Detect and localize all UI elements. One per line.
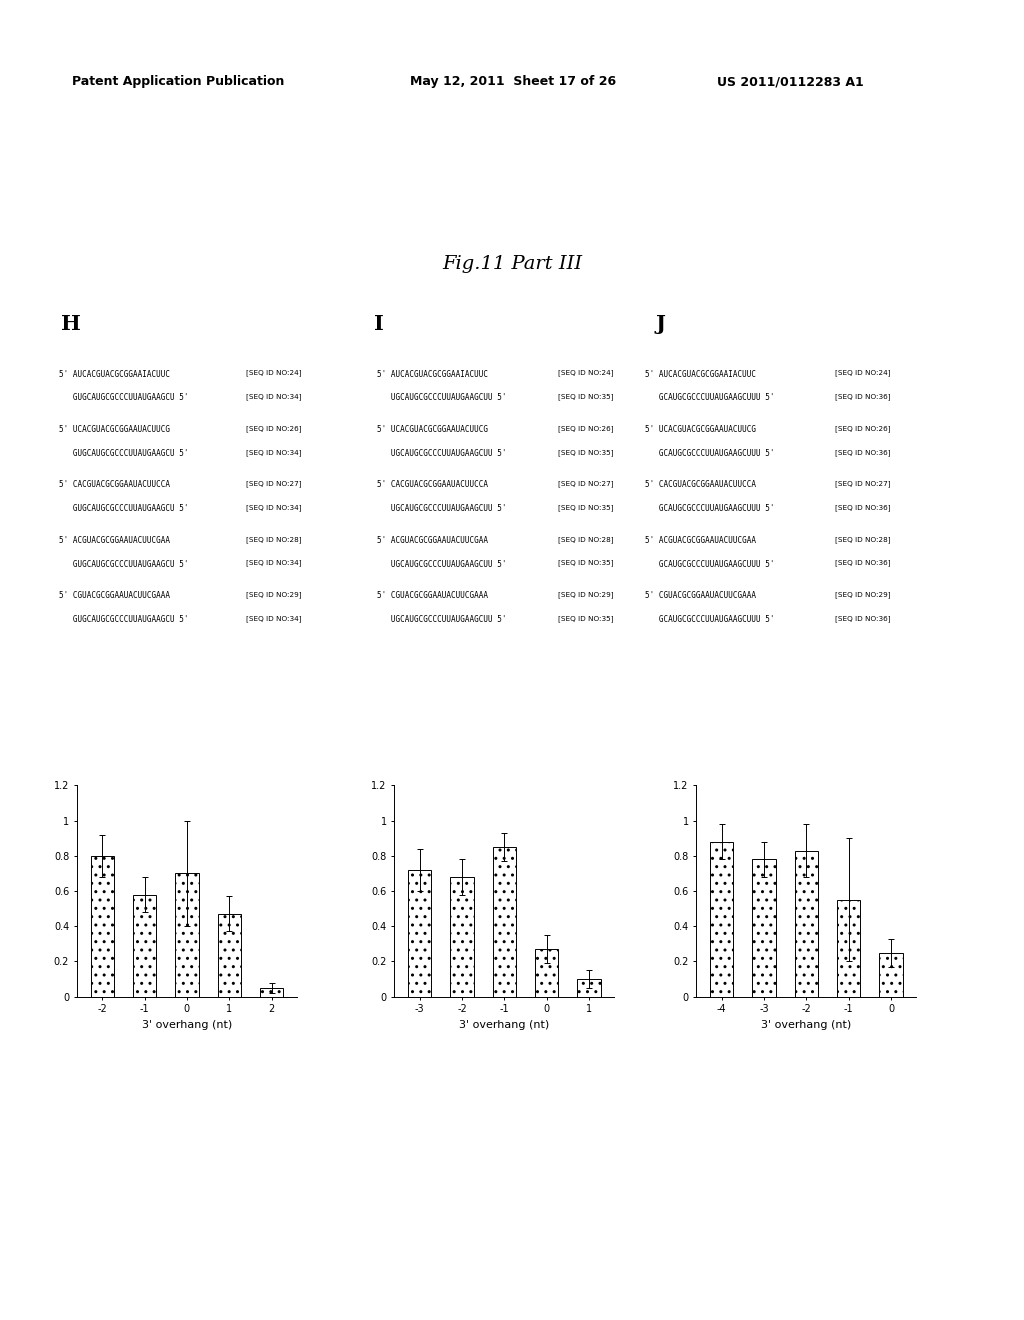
Text: 5' ACGUACGCGGAAUACUUCGAA: 5' ACGUACGCGGAAUACUUCGAA: [377, 536, 487, 545]
Text: GUGCAUGCGCCCUUAUGAAGCU 5': GUGCAUGCGCCCUUAUGAAGCU 5': [59, 560, 188, 569]
Text: J: J: [655, 314, 666, 334]
Text: GUGCAUGCGCCCUUAUGAAGCU 5': GUGCAUGCGCCCUUAUGAAGCU 5': [59, 504, 188, 513]
Text: 5' UCACGUACGCGGAAUACUUCG: 5' UCACGUACGCGGAAUACUUCG: [59, 425, 170, 434]
Text: [SEQ ID NO:34]: [SEQ ID NO:34]: [246, 615, 301, 622]
Text: 5' CGUACGCGGAAUACUUCGAAA: 5' CGUACGCGGAAUACUUCGAAA: [645, 591, 756, 601]
Bar: [493, 847, 516, 997]
Text: 5' ACGUACGCGGAAUACUUCGAA: 5' ACGUACGCGGAAUACUUCGAA: [645, 536, 756, 545]
Text: [SEQ ID NO:35]: [SEQ ID NO:35]: [558, 560, 613, 566]
Text: UGCAUGCGCCCUUAUGAAGCUU 5': UGCAUGCGCCCUUAUGAAGCUU 5': [377, 504, 506, 513]
Text: [SEQ ID NO:28]: [SEQ ID NO:28]: [246, 536, 301, 543]
Text: [SEQ ID NO:26]: [SEQ ID NO:26]: [246, 425, 301, 432]
Text: [SEQ ID NO:34]: [SEQ ID NO:34]: [246, 560, 301, 566]
X-axis label: 3' overhang (nt): 3' overhang (nt): [761, 1020, 852, 1030]
Text: GCAUGCGCCCUUAUGAAGCUUU 5': GCAUGCGCCCUUAUGAAGCUUU 5': [645, 560, 774, 569]
Text: [SEQ ID NO:27]: [SEQ ID NO:27]: [558, 480, 613, 487]
Text: I: I: [374, 314, 384, 334]
Text: US 2011/0112283 A1: US 2011/0112283 A1: [717, 75, 863, 88]
Bar: [710, 842, 733, 997]
Text: [SEQ ID NO:24]: [SEQ ID NO:24]: [246, 370, 301, 376]
Text: [SEQ ID NO:28]: [SEQ ID NO:28]: [558, 536, 613, 543]
Text: 5' AUCACGUACGCGGAAIACUUC: 5' AUCACGUACGCGGAAIACUUC: [645, 370, 756, 379]
Text: GUGCAUGCGCCCUUAUGAAGCU 5': GUGCAUGCGCCCUUAUGAAGCU 5': [59, 449, 188, 458]
Text: [SEQ ID NO:28]: [SEQ ID NO:28]: [835, 536, 890, 543]
Bar: [408, 870, 431, 997]
Bar: [217, 913, 241, 997]
Bar: [880, 953, 903, 997]
Text: GCAUGCGCCCUUAUGAAGCUUU 5': GCAUGCGCCCUUAUGAAGCUUU 5': [645, 615, 774, 624]
Text: 5' UCACGUACGCGGAAUACUUCG: 5' UCACGUACGCGGAAUACUUCG: [377, 425, 487, 434]
Text: [SEQ ID NO:24]: [SEQ ID NO:24]: [558, 370, 613, 376]
Text: 5' CGUACGCGGAAUACUUCGAAA: 5' CGUACGCGGAAUACUUCGAAA: [377, 591, 487, 601]
Text: H: H: [61, 314, 81, 334]
Text: [SEQ ID NO:27]: [SEQ ID NO:27]: [835, 480, 890, 487]
Bar: [837, 900, 860, 997]
Text: 5' ACGUACGCGGAAUACUUCGAA: 5' ACGUACGCGGAAUACUUCGAA: [59, 536, 170, 545]
Text: [SEQ ID NO:36]: [SEQ ID NO:36]: [835, 393, 890, 400]
Text: [SEQ ID NO:34]: [SEQ ID NO:34]: [246, 449, 301, 455]
Text: [SEQ ID NO:35]: [SEQ ID NO:35]: [558, 504, 613, 511]
Text: [SEQ ID NO:24]: [SEQ ID NO:24]: [835, 370, 890, 376]
Text: 5' CGUACGCGGAAUACUUCGAAA: 5' CGUACGCGGAAUACUUCGAAA: [59, 591, 170, 601]
Text: GCAUGCGCCCUUAUGAAGCUUU 5': GCAUGCGCCCUUAUGAAGCUUU 5': [645, 504, 774, 513]
Text: Patent Application Publication: Patent Application Publication: [72, 75, 284, 88]
Text: 5' AUCACGUACGCGGAAIACUUC: 5' AUCACGUACGCGGAAIACUUC: [59, 370, 170, 379]
Text: [SEQ ID NO:27]: [SEQ ID NO:27]: [246, 480, 301, 487]
Text: Fig.11 Part III: Fig.11 Part III: [442, 255, 582, 273]
X-axis label: 3' overhang (nt): 3' overhang (nt): [459, 1020, 550, 1030]
Text: [SEQ ID NO:26]: [SEQ ID NO:26]: [835, 425, 890, 432]
Text: 5' CACGUACGCGGAAUACUUCCA: 5' CACGUACGCGGAAUACUUCCA: [645, 480, 756, 490]
Text: [SEQ ID NO:36]: [SEQ ID NO:36]: [835, 504, 890, 511]
Text: UGCAUGCGCCCUUAUGAAGCUU 5': UGCAUGCGCCCUUAUGAAGCUU 5': [377, 393, 506, 403]
Text: [SEQ ID NO:29]: [SEQ ID NO:29]: [558, 591, 613, 598]
Bar: [175, 874, 199, 997]
Bar: [90, 855, 114, 997]
Bar: [795, 850, 818, 997]
Bar: [260, 987, 284, 997]
Text: [SEQ ID NO:29]: [SEQ ID NO:29]: [835, 591, 890, 598]
Text: UGCAUGCGCCCUUAUGAAGCUU 5': UGCAUGCGCCCUUAUGAAGCUU 5': [377, 449, 506, 458]
Text: [SEQ ID NO:34]: [SEQ ID NO:34]: [246, 393, 301, 400]
Bar: [133, 895, 157, 997]
Bar: [753, 859, 776, 997]
Text: [SEQ ID NO:26]: [SEQ ID NO:26]: [558, 425, 613, 432]
Bar: [451, 876, 474, 997]
Bar: [578, 979, 601, 997]
Text: May 12, 2011  Sheet 17 of 26: May 12, 2011 Sheet 17 of 26: [410, 75, 615, 88]
Text: [SEQ ID NO:34]: [SEQ ID NO:34]: [246, 504, 301, 511]
Text: [SEQ ID NO:35]: [SEQ ID NO:35]: [558, 449, 613, 455]
Text: UGCAUGCGCCCUUAUGAAGCUU 5': UGCAUGCGCCCUUAUGAAGCUU 5': [377, 615, 506, 624]
Text: GCAUGCGCCCUUAUGAAGCUUU 5': GCAUGCGCCCUUAUGAAGCUUU 5': [645, 449, 774, 458]
Text: GUGCAUGCGCCCUUAUGAAGCU 5': GUGCAUGCGCCCUUAUGAAGCU 5': [59, 393, 188, 403]
Text: [SEQ ID NO:36]: [SEQ ID NO:36]: [835, 560, 890, 566]
Bar: [535, 949, 558, 997]
Text: UGCAUGCGCCCUUAUGAAGCUU 5': UGCAUGCGCCCUUAUGAAGCUU 5': [377, 560, 506, 569]
Text: GUGCAUGCGCCCUUAUGAAGCU 5': GUGCAUGCGCCCUUAUGAAGCU 5': [59, 615, 188, 624]
Text: [SEQ ID NO:29]: [SEQ ID NO:29]: [246, 591, 301, 598]
Text: 5' CACGUACGCGGAAUACUUCCA: 5' CACGUACGCGGAAUACUUCCA: [377, 480, 487, 490]
Text: [SEQ ID NO:36]: [SEQ ID NO:36]: [835, 449, 890, 455]
Text: [SEQ ID NO:35]: [SEQ ID NO:35]: [558, 393, 613, 400]
Text: [SEQ ID NO:36]: [SEQ ID NO:36]: [835, 615, 890, 622]
Text: 5' CACGUACGCGGAAUACUUCCA: 5' CACGUACGCGGAAUACUUCCA: [59, 480, 170, 490]
Text: 5' UCACGUACGCGGAAUACUUCG: 5' UCACGUACGCGGAAUACUUCG: [645, 425, 756, 434]
X-axis label: 3' overhang (nt): 3' overhang (nt): [141, 1020, 232, 1030]
Text: [SEQ ID NO:35]: [SEQ ID NO:35]: [558, 615, 613, 622]
Text: 5' AUCACGUACGCGGAAIACUUC: 5' AUCACGUACGCGGAAIACUUC: [377, 370, 487, 379]
Text: GCAUGCGCCCUUAUGAAGCUUU 5': GCAUGCGCCCUUAUGAAGCUUU 5': [645, 393, 774, 403]
